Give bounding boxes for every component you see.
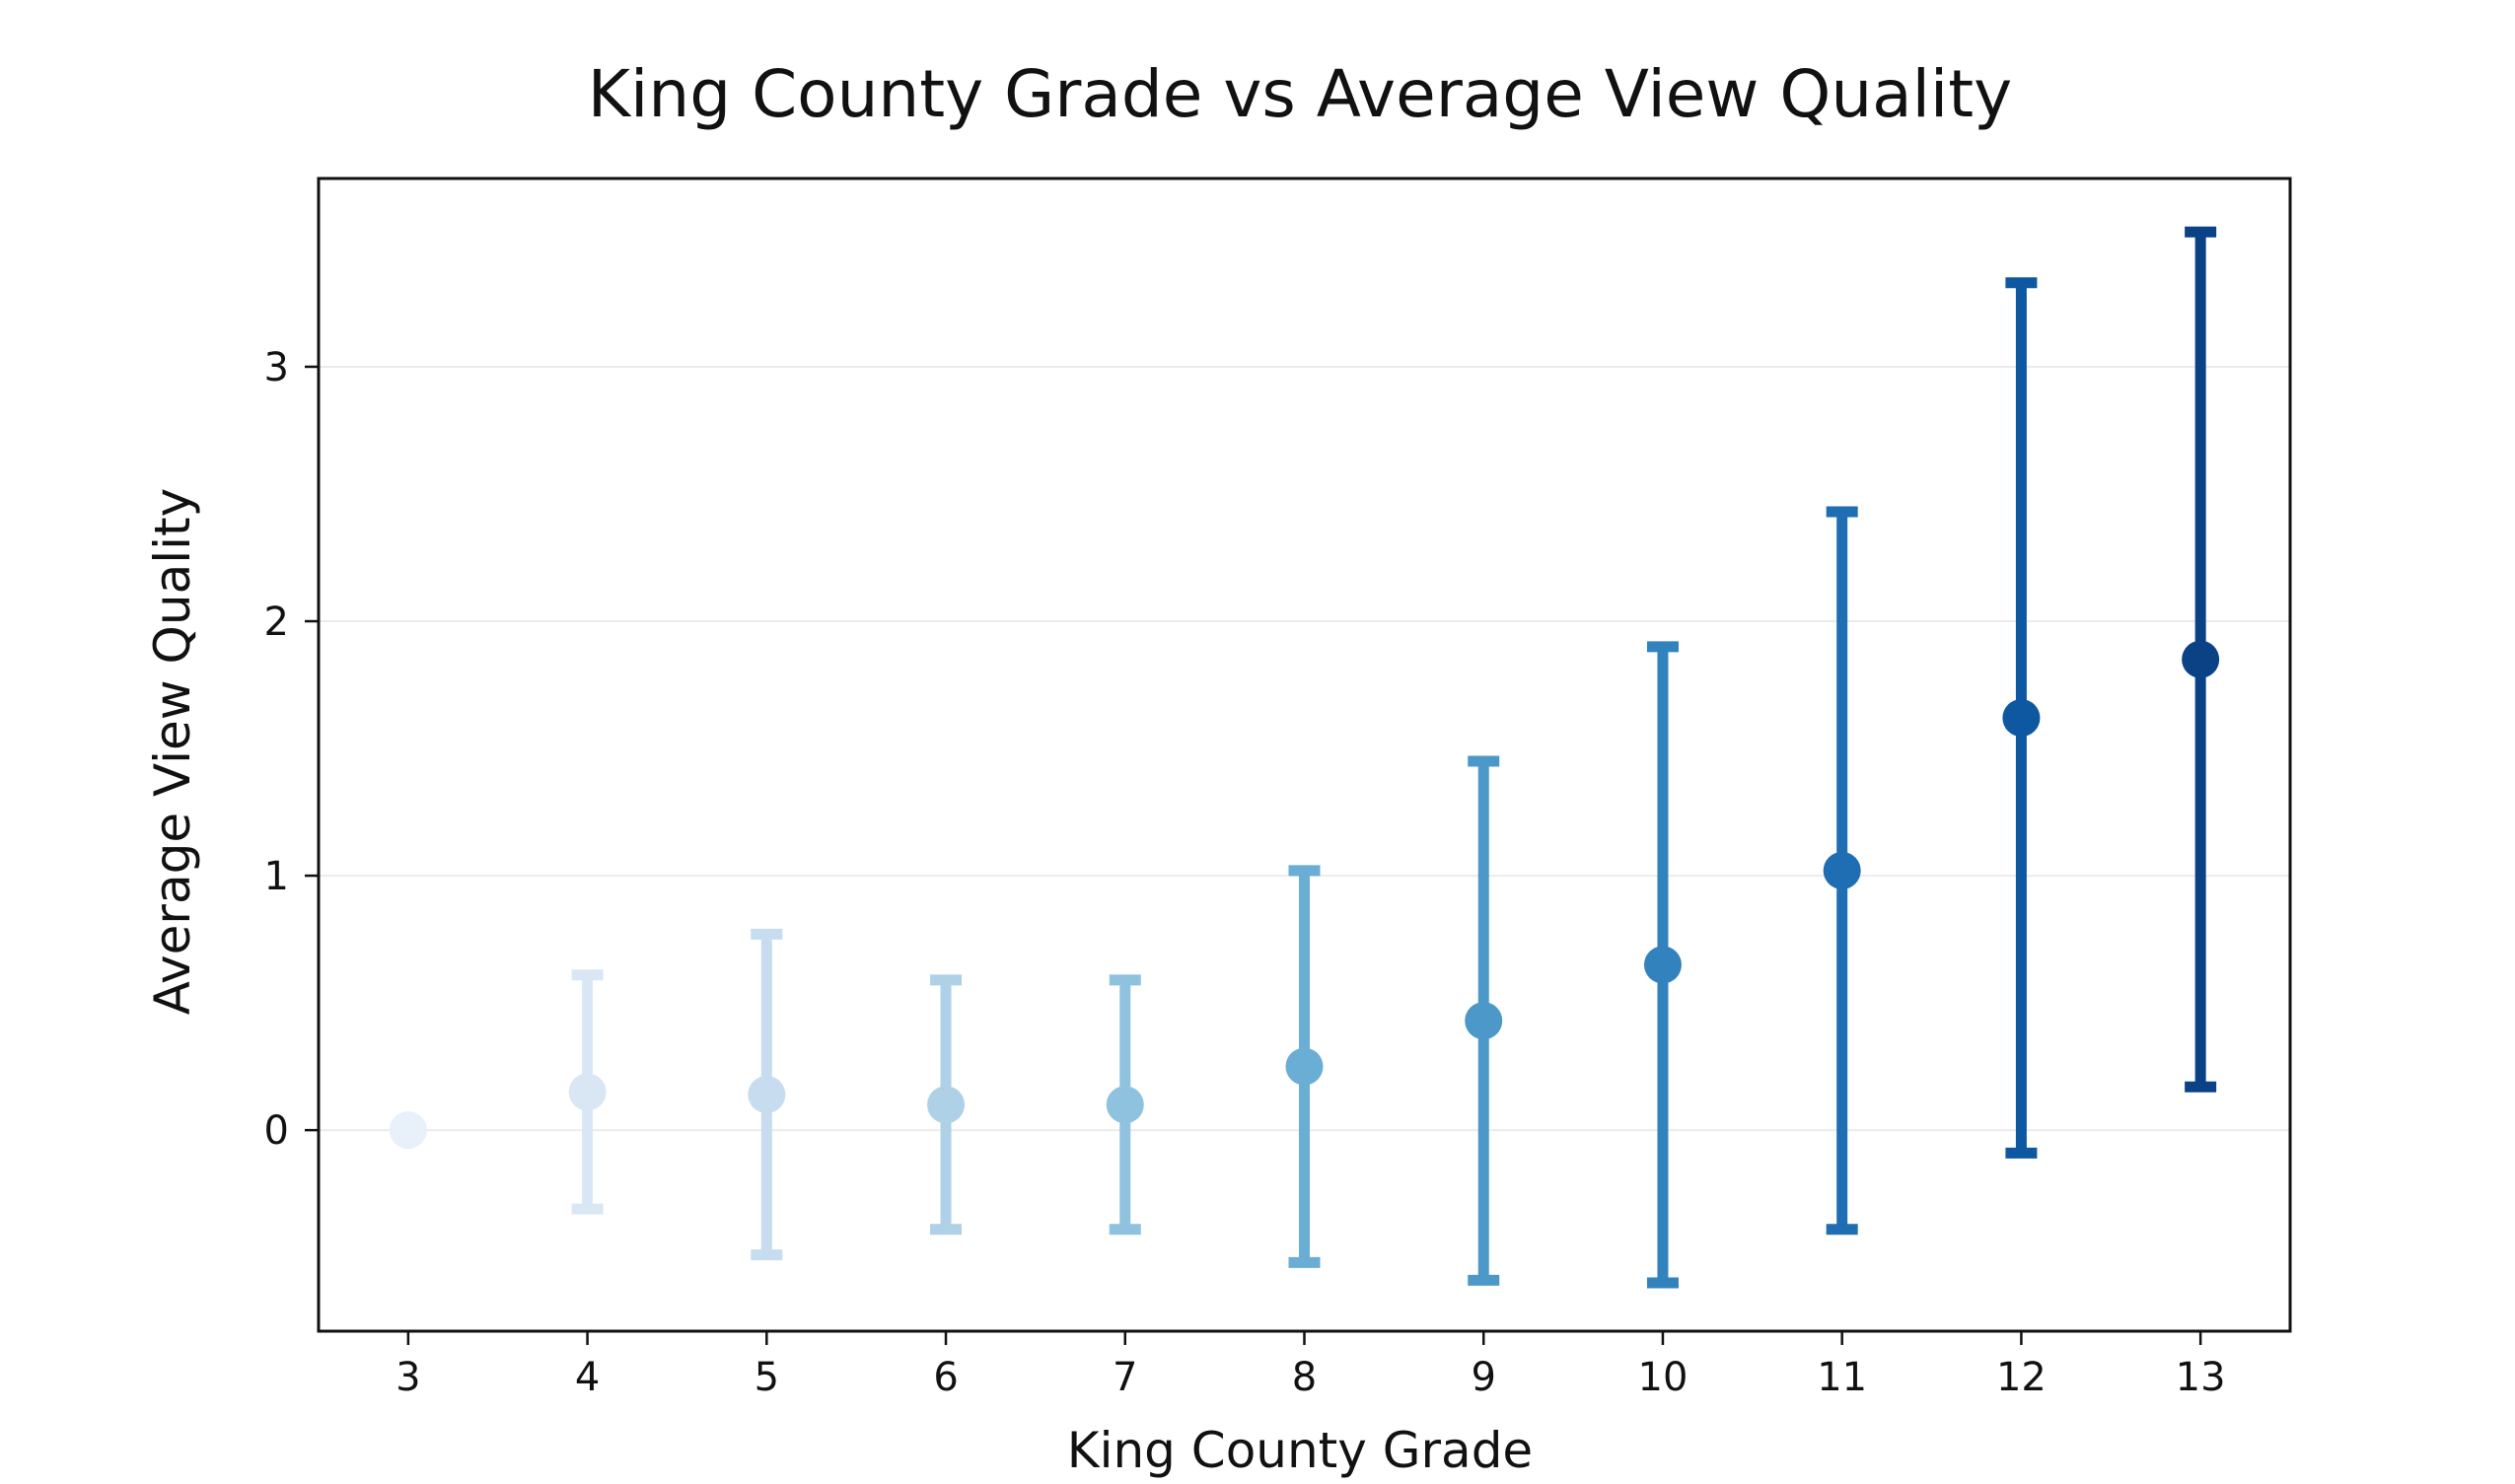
x-tick-label-12: 12: [1996, 1355, 2047, 1400]
data-point-grade-6: [927, 1086, 966, 1124]
y-tick-label-0: 0: [264, 1108, 289, 1154]
data-point-grade-3: [389, 1111, 427, 1150]
data-point-grade-12: [2002, 699, 2041, 738]
y-tick-label-1: 1: [264, 854, 289, 899]
x-tick-label-8: 8: [1292, 1355, 1317, 1400]
x-axis-label: King County Grade: [1067, 1422, 1533, 1479]
x-tick-label-3: 3: [395, 1355, 420, 1400]
data-point-grade-10: [1643, 946, 1682, 984]
chart-title: King County Grade vs Average View Qualit…: [588, 56, 2012, 132]
data-point-grade-11: [1823, 851, 1861, 889]
y-axis-label: Average View Quality: [144, 488, 201, 1015]
data-point-grade-13: [2182, 640, 2220, 678]
x-tick-label-11: 11: [1817, 1355, 1867, 1400]
x-tick-label-6: 6: [933, 1355, 958, 1400]
x-ticks: 3 4 5 6 7 8 9 10 11 12 13: [395, 1331, 2226, 1400]
x-tick-label-5: 5: [754, 1355, 779, 1400]
x-tick-label-10: 10: [1638, 1355, 1689, 1400]
data-point-grade-7: [1106, 1086, 1144, 1124]
y-tick-label-2: 2: [264, 600, 289, 645]
y-ticks: 0 1 2 3: [264, 345, 319, 1154]
x-tick-label-7: 7: [1113, 1355, 1137, 1400]
data-point-grade-5: [748, 1076, 786, 1114]
data-points: [389, 640, 2220, 1150]
x-tick-label-13: 13: [2176, 1355, 2226, 1400]
data-point-grade-8: [1285, 1047, 1324, 1086]
x-tick-label-9: 9: [1472, 1355, 1496, 1400]
data-point-grade-4: [568, 1073, 607, 1111]
x-tick-label-4: 4: [575, 1355, 600, 1400]
data-point-grade-9: [1465, 1002, 1503, 1040]
y-tick-label-3: 3: [264, 345, 289, 390]
error-bars: [571, 226, 2217, 1289]
